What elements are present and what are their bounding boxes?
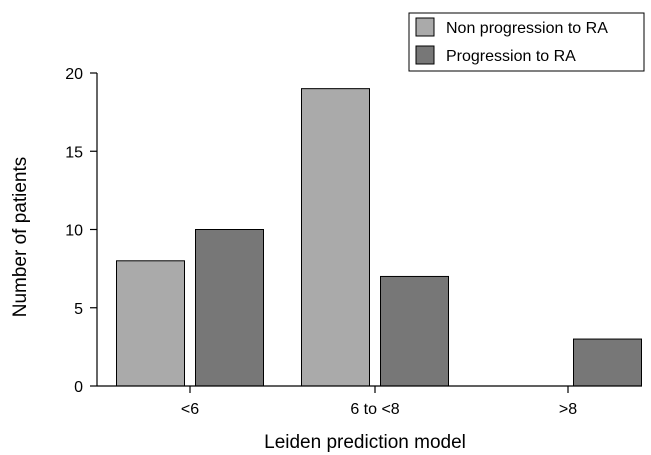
- legend-item-progression: Progression to RA: [415, 45, 576, 65]
- x-tick-label: >8: [559, 401, 577, 418]
- y-tick-label: 5: [74, 301, 83, 318]
- bar-progression-0: [195, 229, 264, 387]
- x-axis-label: Leiden prediction model: [264, 432, 466, 453]
- x-ticks-group: <6 6 to <8 >8: [181, 386, 577, 418]
- legend-swatch-progression: [415, 45, 435, 65]
- bar-progression-2: [573, 338, 642, 387]
- legend-item-non-progression: Non progression to RA: [415, 17, 608, 37]
- bar-progression-1: [380, 275, 449, 387]
- y-tick-label: 10: [65, 223, 83, 240]
- bar-non-progression-0: [116, 260, 185, 387]
- bars-group: [116, 88, 642, 387]
- y-axis-label: Number of patients: [10, 157, 31, 318]
- y-tick-label: 0: [74, 379, 83, 396]
- legend: Non progression to RA Progression to RA: [408, 12, 645, 72]
- legend-label-non-progression: Non progression to RA: [446, 20, 608, 37]
- y-tick-label: 15: [65, 144, 83, 161]
- legend-box: [408, 12, 645, 72]
- x-tick-label: 6 to <8: [350, 401, 399, 418]
- y-ticks-group: 0 5 10 15 20: [65, 66, 97, 396]
- legend-label-progression: Progression to RA: [446, 48, 576, 65]
- y-tick-label: 20: [65, 66, 83, 83]
- legend-swatch-non-progression: [415, 17, 435, 37]
- bar-non-progression-1: [301, 88, 370, 387]
- x-tick-label: <6: [181, 401, 199, 418]
